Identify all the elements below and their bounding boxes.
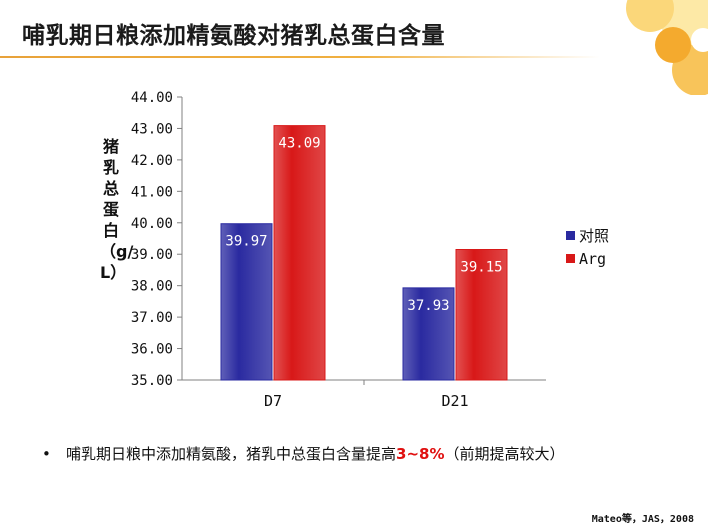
y-tick-label: 39.00	[131, 247, 173, 263]
summary-bullet: • 哺乳期日粮中添加精氨酸，猪乳中总蛋白含量提高3~8%（前期提高较大）	[42, 443, 565, 464]
bar-d7-series-1	[273, 125, 326, 381]
legend-label: 对照	[579, 227, 609, 245]
x-tick-label: D21	[441, 392, 468, 410]
legend-swatch	[566, 254, 575, 263]
data-label: 37.93	[407, 298, 449, 314]
y-tick-label: 40.00	[131, 216, 173, 232]
bar-d21-series-1	[455, 249, 508, 381]
data-label: 39.97	[225, 234, 267, 250]
y-tick-label: 38.00	[131, 279, 173, 295]
y-tick-label: 35.00	[131, 373, 173, 389]
bar-d21-series-0	[402, 287, 455, 381]
legend-label: Arg	[579, 250, 606, 268]
y-tick-label: 37.00	[131, 310, 173, 326]
citation: Mateo等，JAS，2008	[591, 514, 694, 525]
data-label: 39.15	[460, 260, 502, 276]
y-tick-label: 43.00	[131, 121, 173, 137]
page-title: 哺乳期日粮添加精氨酸对猪乳总蛋白含量	[22, 23, 445, 49]
y-tick-label: 42.00	[131, 153, 173, 169]
bullet-text: 哺乳期日粮中添加精氨酸，猪乳中总蛋白含量提高	[66, 445, 397, 463]
bullet-text-after: （前期提高较大）	[444, 445, 565, 463]
data-label: 43.09	[278, 136, 320, 152]
x-tick-label: D7	[264, 392, 282, 410]
y-tick-label: 41.00	[131, 184, 173, 200]
title-divider	[0, 56, 600, 58]
bar-d7-series-0	[220, 223, 273, 381]
y-tick-label: 36.00	[131, 342, 173, 358]
bullet-marker: •	[42, 445, 51, 463]
decorative-corner-circles	[626, 0, 708, 95]
bullet-highlight: 3~8%	[396, 445, 445, 463]
legend-swatch	[566, 231, 575, 240]
y-tick-label: 44.00	[131, 90, 173, 106]
